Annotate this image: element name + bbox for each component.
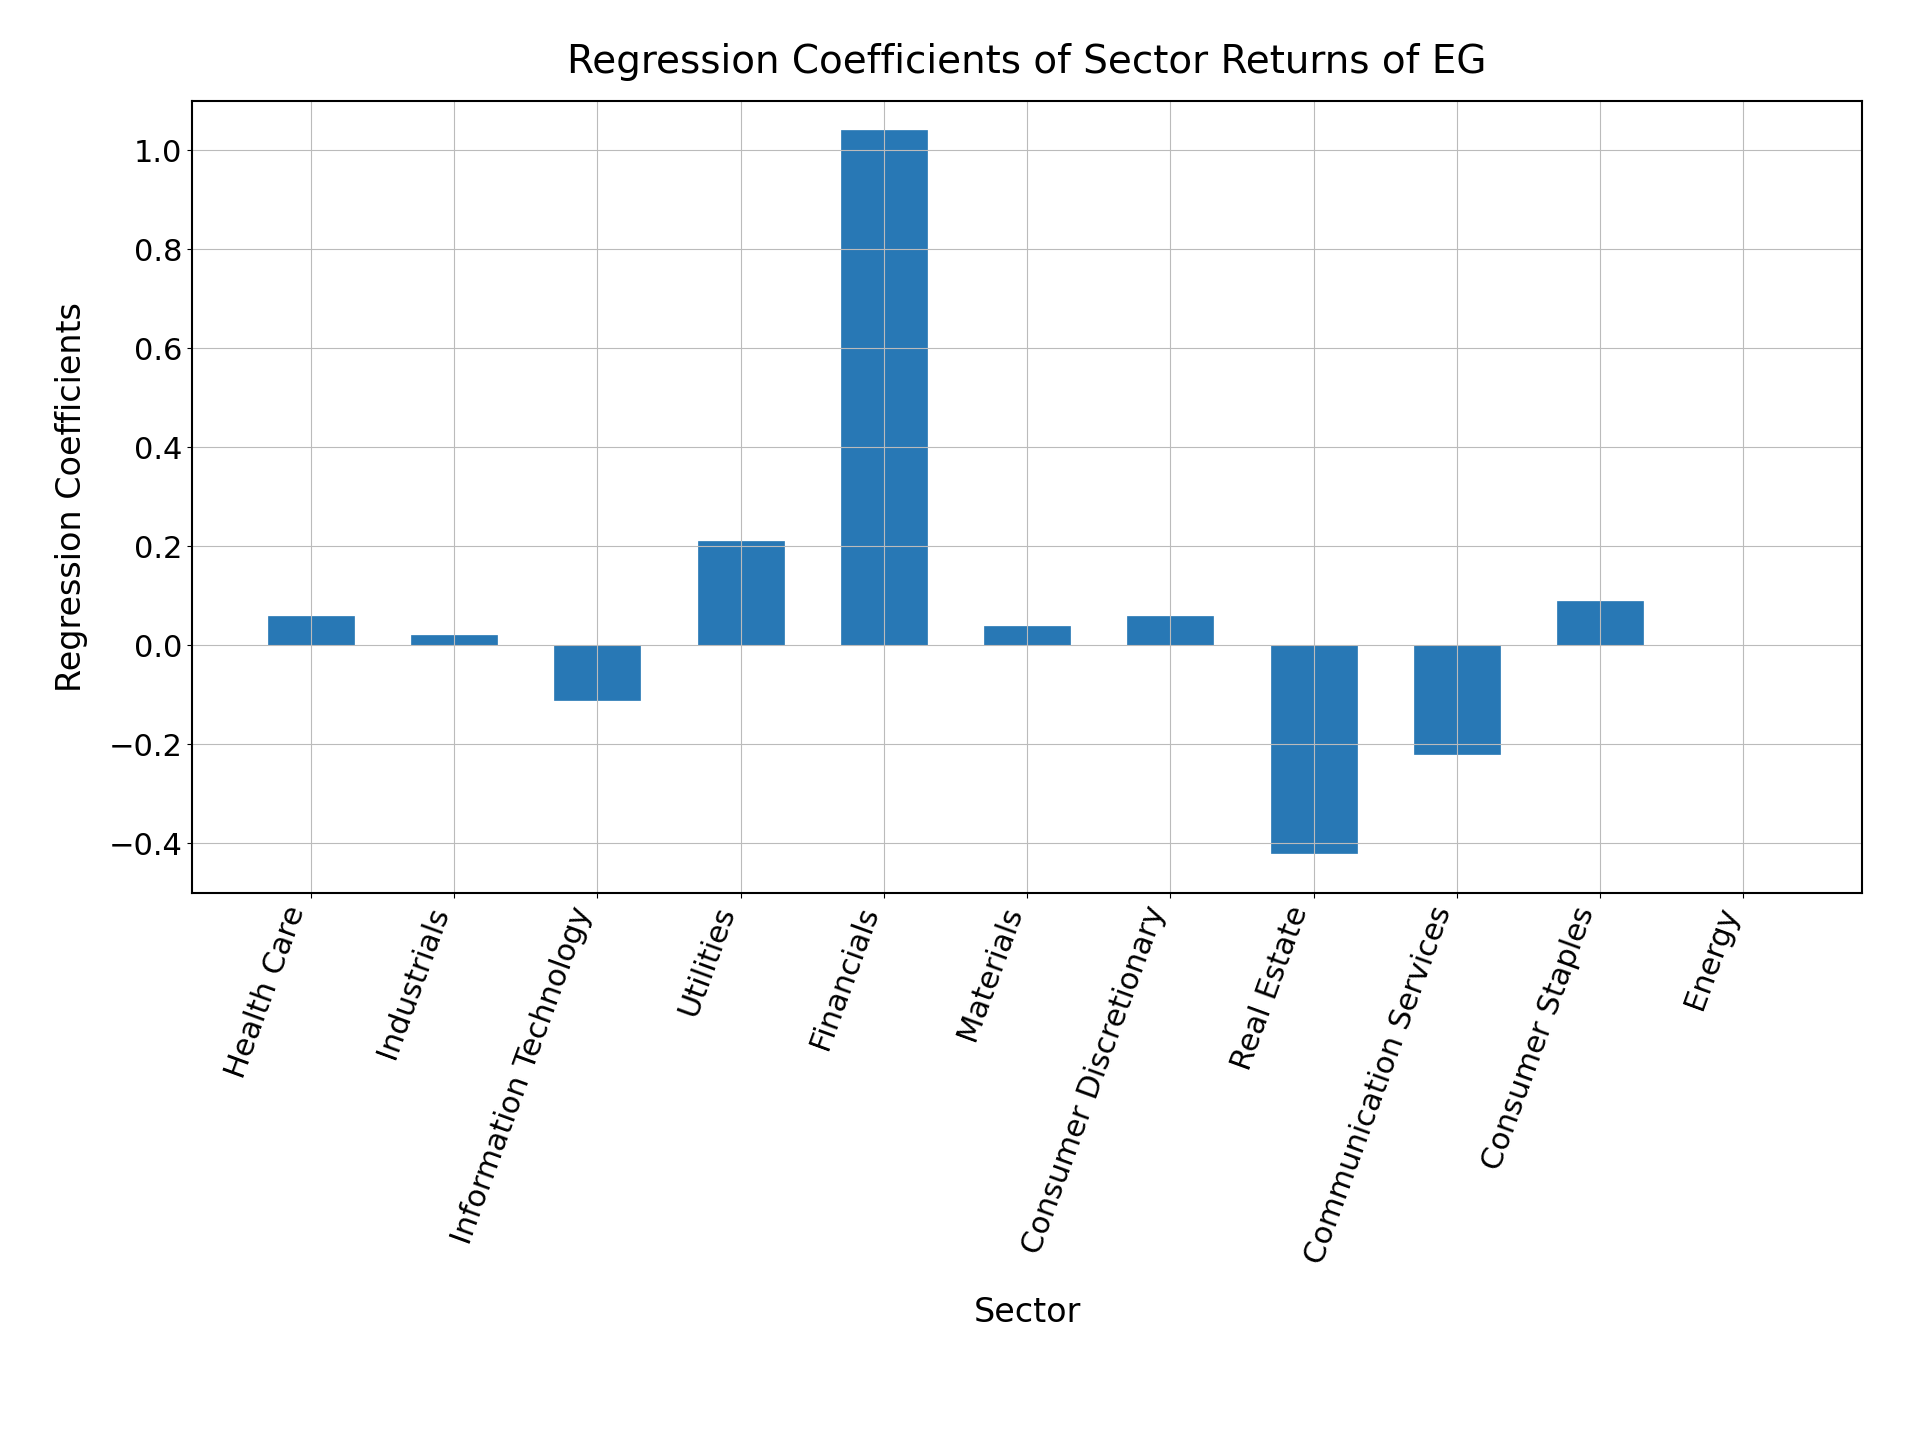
Bar	[411, 635, 497, 645]
Bar	[1127, 615, 1213, 645]
Bar	[1413, 645, 1500, 755]
X-axis label: Sector: Sector	[973, 1296, 1081, 1329]
Bar	[1557, 600, 1644, 645]
Bar	[697, 541, 783, 645]
Bar	[1271, 645, 1357, 852]
Bar	[985, 625, 1069, 645]
Bar	[269, 615, 353, 645]
Y-axis label: Regression Coefficients: Regression Coefficients	[54, 302, 88, 691]
Title: Regression Coefficients of Sector Returns of EG: Regression Coefficients of Sector Return…	[568, 43, 1486, 81]
Bar	[555, 645, 641, 700]
Bar	[841, 131, 927, 645]
